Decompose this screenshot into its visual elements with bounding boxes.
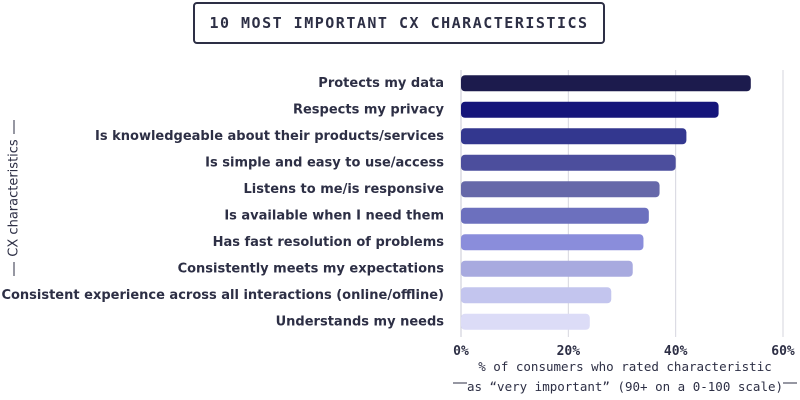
category-label: Has fast resolution of problems xyxy=(213,235,445,250)
bar xyxy=(461,260,633,277)
x-axis-title-line: as “very important” (90+ on a 0-100 scal… xyxy=(467,379,783,394)
bar xyxy=(461,154,676,171)
category-label: Is available when I need them xyxy=(224,208,444,223)
category-label: Listens to me/is responsive xyxy=(244,182,445,197)
category-label: Consistently meets my expectations xyxy=(178,261,445,276)
bar xyxy=(461,234,644,251)
y-axis-label: CX characteristics xyxy=(7,139,22,257)
category-label: Understands my needs xyxy=(276,314,445,329)
category-label: Consistent experience across all interac… xyxy=(1,288,444,303)
bar xyxy=(461,207,649,224)
x-axis-title: % of consumers who rated characteristic a… xyxy=(453,359,797,394)
y-axis-title: CX characteristics xyxy=(7,120,22,276)
x-tick-label: 20% xyxy=(557,344,581,359)
x-tick-label: 60% xyxy=(771,344,795,359)
category-label: Is simple and easy to use/access xyxy=(205,155,444,170)
bar xyxy=(461,128,687,145)
bar xyxy=(461,101,719,118)
x-tick-labels: 0% 20% 40% 60% xyxy=(453,344,795,359)
bar xyxy=(461,287,612,304)
category-label: Is knowledgeable about their products/se… xyxy=(95,129,444,144)
x-tick-label: 0% xyxy=(453,344,469,359)
bar xyxy=(461,181,660,198)
bar xyxy=(461,313,590,330)
category-label: Protects my data xyxy=(318,76,444,91)
category-label: Respects my privacy xyxy=(293,102,445,117)
category-labels: Protects my data Respects my privacy Is kn… xyxy=(1,76,444,330)
x-tick-label: 40% xyxy=(664,344,688,359)
chart-title: 10 MOST IMPORTANT CX CHARACTERISTICS xyxy=(193,2,605,44)
bars xyxy=(461,75,751,330)
x-axis-title-line: % of consumers who rated characteristic xyxy=(478,359,772,374)
bar xyxy=(461,75,751,92)
